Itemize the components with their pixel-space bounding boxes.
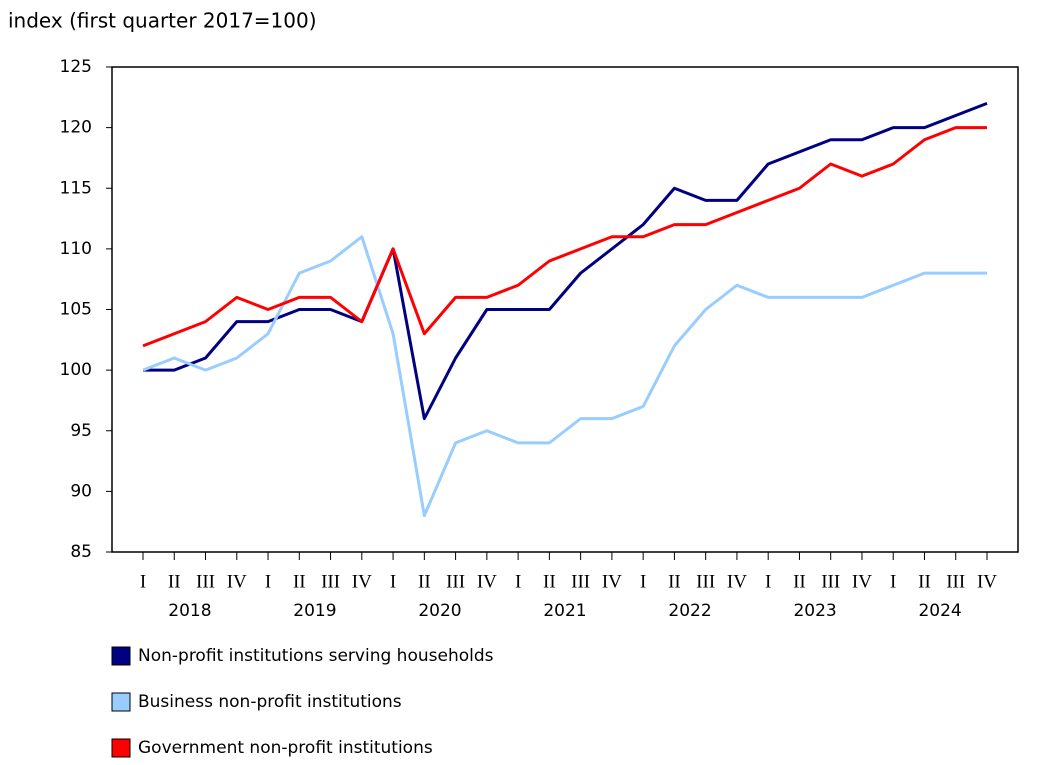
x-tick-label: III (696, 571, 715, 592)
year-label: 2022 (668, 601, 711, 621)
plot-frame (111, 66, 1019, 553)
x-tick-label: I (765, 571, 771, 592)
series-line (142, 126, 987, 348)
x-tick-label: III (821, 571, 840, 592)
y-tick-label: 115 (60, 178, 92, 198)
legend-label: Government non-profit institutions (138, 738, 433, 758)
x-tick-label: III (446, 571, 465, 592)
x-tick-label: III (946, 571, 965, 592)
y-tick-label: 125 (60, 57, 92, 77)
year-label: 2023 (793, 601, 836, 621)
x-tick-label: IV (852, 571, 872, 592)
x-tick-label: I (640, 571, 646, 592)
x-tick-label: II (293, 571, 306, 592)
x-tick-label: I (140, 571, 146, 592)
y-tick-label: 105 (60, 300, 92, 320)
x-tick-label: I (265, 571, 271, 592)
chart-title: index (first quarter 2017=100) (8, 9, 317, 33)
legend-swatch (111, 692, 131, 712)
y-tick-label: 120 (60, 118, 92, 138)
x-tick-label: I (515, 571, 521, 592)
y-tick-label: 95 (70, 421, 92, 441)
legend-label: Non-profit institutions serving househol… (138, 646, 494, 666)
year-label: 2019 (293, 601, 336, 621)
x-tick-label: IV (977, 571, 997, 592)
x-tick-label: III (196, 571, 215, 592)
x-tick-label: II (793, 571, 806, 592)
legend-label: Business non-profit institutions (138, 692, 402, 712)
y-tick-label: 110 (60, 239, 92, 259)
series-line (143, 101, 988, 421)
year-label: 2020 (418, 601, 461, 621)
x-tick-label: I (390, 571, 396, 592)
x-tick-label: III (571, 571, 590, 592)
x-tick-label: IV (602, 571, 622, 592)
x-tick-label: II (668, 571, 681, 592)
legend-swatch (111, 738, 131, 758)
year-label: 2024 (918, 601, 961, 621)
legend-swatch (111, 646, 131, 666)
x-tick-label: IV (227, 571, 247, 592)
x-tick-label: II (418, 571, 431, 592)
x-tick-label: II (918, 571, 931, 592)
year-label: 2018 (168, 601, 211, 621)
y-tick-label: 100 (60, 360, 92, 380)
year-label: 2021 (543, 601, 586, 621)
x-tick-label: IV (727, 571, 747, 592)
x-tick-label: II (543, 571, 556, 592)
x-tick-label: I (890, 571, 896, 592)
y-tick-label: 85 (70, 542, 92, 562)
x-tick-label: IV (477, 571, 497, 592)
x-tick-label: III (321, 571, 340, 592)
x-tick-label: II (168, 571, 181, 592)
x-tick-label: IV (352, 571, 372, 592)
y-tick-label: 90 (70, 481, 92, 501)
series-line (142, 235, 987, 518)
